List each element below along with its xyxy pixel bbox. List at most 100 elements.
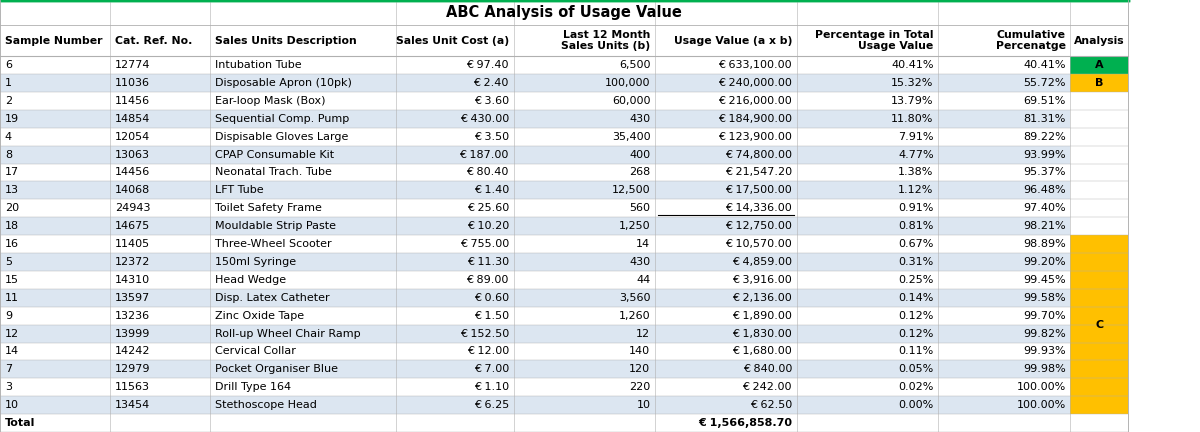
Text: € 12.00: € 12.00 [467, 346, 509, 356]
Text: 0.25%: 0.25% [899, 275, 934, 285]
Text: € 216,000.00: € 216,000.00 [719, 96, 792, 106]
Text: 55.72%: 55.72% [1024, 78, 1066, 88]
Text: 6: 6 [5, 60, 12, 70]
Text: 268: 268 [629, 168, 650, 178]
Text: 13063: 13063 [115, 149, 150, 159]
Bar [0, 414, 1070, 432]
Text: ABC Analysis of Usage Value: ABC Analysis of Usage Value [446, 5, 682, 20]
Text: 4: 4 [5, 132, 12, 142]
Text: Toilet Safety Frame: Toilet Safety Frame [215, 203, 322, 213]
Text: Head Wedge: Head Wedge [215, 275, 286, 285]
Text: Sales Units Description: Sales Units Description [215, 35, 356, 46]
Text: Last 12 Month
Sales Units (b): Last 12 Month Sales Units (b) [562, 30, 650, 51]
Bar [0, 199, 1070, 217]
Text: 14: 14 [5, 346, 19, 356]
Bar [1070, 235, 1128, 414]
Text: 12979: 12979 [115, 364, 151, 375]
Text: 99.58%: 99.58% [1022, 293, 1066, 303]
Text: 12: 12 [636, 329, 650, 339]
Text: 1.38%: 1.38% [899, 168, 934, 178]
Text: 99.45%: 99.45% [1022, 275, 1066, 285]
Text: € 240,000.00: € 240,000.00 [718, 78, 792, 88]
Text: 12,500: 12,500 [612, 185, 650, 195]
Text: 13.79%: 13.79% [892, 96, 934, 106]
Text: 60,000: 60,000 [612, 96, 650, 106]
Text: 13597: 13597 [115, 293, 150, 303]
Bar [0, 217, 1070, 235]
Bar [0, 271, 1070, 289]
Text: 430: 430 [629, 114, 650, 124]
Text: 0.00%: 0.00% [899, 400, 934, 410]
Text: Drill Type 164: Drill Type 164 [215, 382, 290, 392]
Text: 20: 20 [5, 203, 19, 213]
Text: 44: 44 [636, 275, 650, 285]
Bar [0, 360, 1070, 378]
Text: € 1.50: € 1.50 [474, 311, 509, 321]
Bar [0, 378, 1070, 396]
Text: LFT Tube: LFT Tube [215, 185, 264, 195]
Text: € 0.60: € 0.60 [474, 293, 509, 303]
Text: 12774: 12774 [115, 60, 151, 70]
Bar [0, 25, 1128, 56]
Text: 0.81%: 0.81% [899, 221, 934, 231]
Text: 11: 11 [5, 293, 19, 303]
Bar [0, 164, 1070, 181]
Text: 35,400: 35,400 [612, 132, 650, 142]
Text: 11.80%: 11.80% [892, 114, 934, 124]
Text: Cat. Ref. No.: Cat. Ref. No. [115, 35, 192, 46]
Text: 11036: 11036 [115, 78, 150, 88]
Bar [0, 92, 1070, 110]
Text: € 187.00: € 187.00 [460, 149, 509, 159]
Text: 0.11%: 0.11% [899, 346, 934, 356]
Text: 98.89%: 98.89% [1022, 239, 1066, 249]
Text: 99.98%: 99.98% [1022, 364, 1066, 375]
Text: 100.00%: 100.00% [1016, 400, 1066, 410]
Text: 11456: 11456 [115, 96, 150, 106]
Text: 15.32%: 15.32% [892, 78, 934, 88]
Bar [0, 110, 1070, 128]
Text: 0.91%: 0.91% [899, 203, 934, 213]
Text: 1,260: 1,260 [619, 311, 650, 321]
Text: € 3.60: € 3.60 [474, 96, 509, 106]
Text: 99.93%: 99.93% [1022, 346, 1066, 356]
Text: 15: 15 [5, 275, 19, 285]
Text: Roll-up Wheel Chair Ramp: Roll-up Wheel Chair Ramp [215, 329, 360, 339]
Text: 99.20%: 99.20% [1022, 257, 1066, 267]
Text: 7.91%: 7.91% [898, 132, 934, 142]
Text: € 1,890.00: € 1,890.00 [732, 311, 792, 321]
Text: 5: 5 [5, 257, 12, 267]
Text: 19: 19 [5, 114, 19, 124]
Text: Three-Wheel Scooter: Three-Wheel Scooter [215, 239, 331, 249]
Bar [0, 235, 1070, 253]
Bar [0, 307, 1070, 324]
Text: Cumulative
Percenatge: Cumulative Percenatge [996, 30, 1066, 51]
Text: € 74,800.00: € 74,800.00 [725, 149, 792, 159]
Text: 9: 9 [5, 311, 12, 321]
Text: Total: Total [5, 418, 35, 428]
Text: CPAP Consumable Kit: CPAP Consumable Kit [215, 149, 334, 159]
Text: 10: 10 [5, 400, 19, 410]
Text: 560: 560 [629, 203, 650, 213]
Text: 89.22%: 89.22% [1022, 132, 1066, 142]
Bar [0, 56, 1070, 74]
Bar [0, 128, 1070, 146]
Text: € 1.10: € 1.10 [474, 382, 509, 392]
Text: Mouldable Strip Paste: Mouldable Strip Paste [215, 221, 336, 231]
Text: 14456: 14456 [115, 168, 150, 178]
Text: 0.31%: 0.31% [899, 257, 934, 267]
Text: 12372: 12372 [115, 257, 150, 267]
Text: € 152.50: € 152.50 [460, 329, 509, 339]
Text: 16: 16 [5, 239, 19, 249]
Text: 10: 10 [636, 400, 650, 410]
Text: C: C [1096, 320, 1103, 330]
Text: Stethoscope Head: Stethoscope Head [215, 400, 317, 410]
Text: 150ml Syringe: 150ml Syringe [215, 257, 296, 267]
Text: € 14,336.00: € 14,336.00 [725, 203, 792, 213]
Text: 14242: 14242 [115, 346, 151, 356]
Text: € 3,916.00: € 3,916.00 [732, 275, 792, 285]
Text: € 2.40: € 2.40 [474, 78, 509, 88]
Text: € 62.50: € 62.50 [750, 400, 792, 410]
Text: € 1,830.00: € 1,830.00 [732, 329, 792, 339]
Text: € 430.00: € 430.00 [460, 114, 509, 124]
Text: € 11.30: € 11.30 [467, 257, 509, 267]
